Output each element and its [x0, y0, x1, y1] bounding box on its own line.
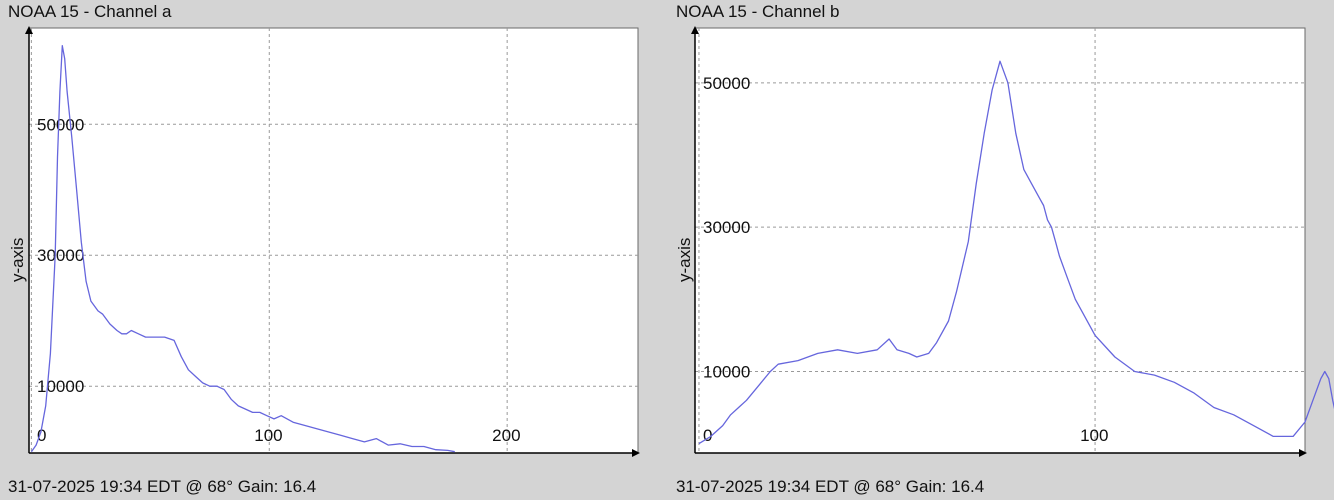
plot-area	[28, 27, 639, 454]
y-tick-label: 30000	[703, 218, 750, 237]
y-axis-arrow	[25, 26, 33, 34]
x-axis-arrow	[1299, 449, 1307, 457]
x-tick-label: 200	[492, 426, 520, 445]
x-tick-label: 100	[1080, 426, 1108, 445]
x-tick-label: 0	[37, 426, 46, 445]
y-tick-label: 30000	[37, 246, 84, 265]
chart-title: NOAA 15 - Channel b	[676, 2, 840, 21]
y-tick-label: 50000	[37, 115, 84, 134]
x-axis-arrow	[632, 449, 640, 457]
y-tick-label: 10000	[37, 377, 84, 396]
series-line	[30, 45, 455, 453]
x-tick-label: 0	[703, 426, 712, 445]
chart-footer: 31-07-2025 19:34 EDT @ 68° Gain: 16.4	[8, 477, 317, 496]
y-axis-arrow	[691, 26, 699, 34]
y-tick-label: 50000	[703, 74, 750, 93]
chart-title: NOAA 15 - Channel a	[8, 2, 172, 21]
series-line	[698, 60, 1334, 445]
chart-footer: 31-07-2025 19:34 EDT @ 68° Gain: 16.4	[676, 477, 985, 496]
plot-area	[694, 27, 1306, 454]
y-tick-label: 10000	[703, 362, 750, 381]
x-tick-label: 100	[254, 426, 282, 445]
